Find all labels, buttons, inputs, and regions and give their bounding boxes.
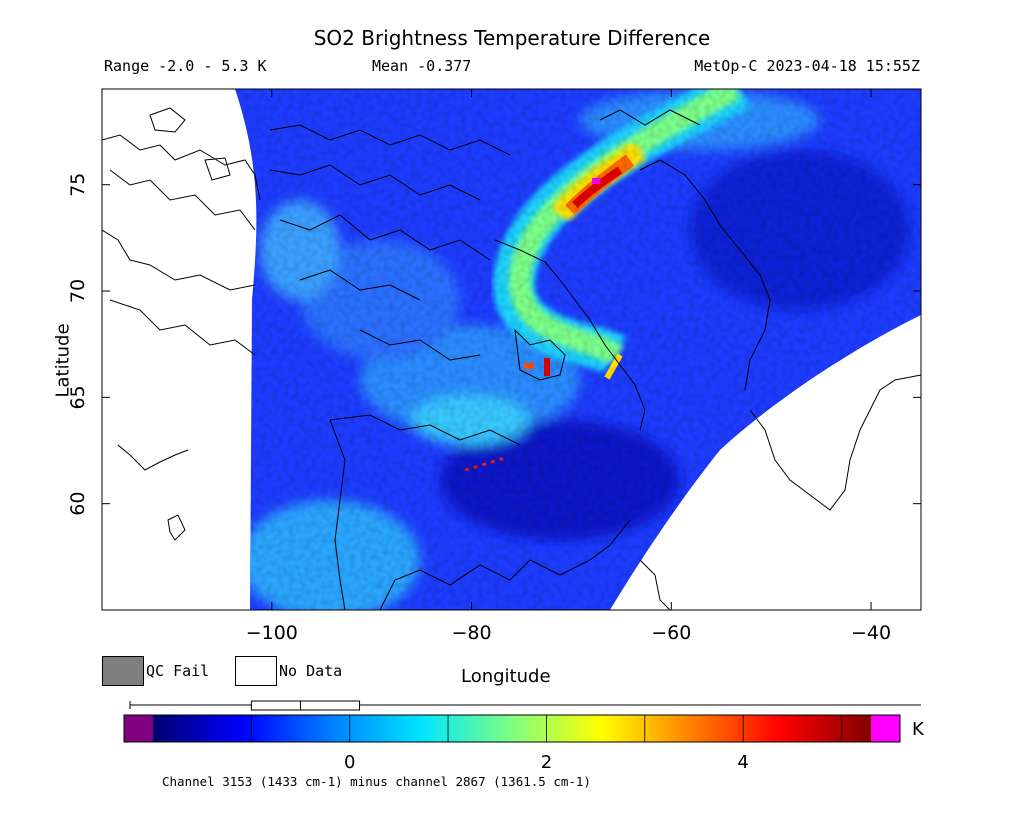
y-tick-label: 75 [67, 173, 89, 197]
colorbar: 0 2 4 [123, 700, 921, 773]
colorbar-under-swatch [124, 715, 153, 742]
colorbar-ticks: 0 2 4 [250, 715, 842, 773]
no-data-label: No Data [279, 662, 343, 680]
colorbar-gradient [153, 715, 871, 742]
data-swath [235, 89, 921, 610]
colorbar-frame [123, 714, 901, 743]
y-axis: 60 65 70 75 [67, 173, 921, 516]
coastlines [102, 107, 921, 610]
satellite-time-text: MetOp-C 2023-04-18 15:55Z [694, 57, 920, 75]
pixel-texture [235, 89, 921, 610]
map-area [102, 89, 921, 610]
chart-title: SO2 Brightness Temperature Difference [313, 26, 711, 50]
x-axis-label: Longitude [461, 666, 551, 687]
y-tick-label: 65 [67, 385, 89, 409]
colorbar-body [153, 715, 871, 742]
qc-fail-label: QC Fail [146, 662, 210, 680]
colorbar-tick-label: 0 [344, 752, 355, 773]
colorbar-over-swatch [871, 715, 900, 742]
qc-fail-swatch [102, 656, 144, 686]
colorbar-tick-label: 4 [737, 752, 748, 773]
mean-text: Mean -0.377 [372, 57, 472, 75]
x-tick-label: −80 [451, 622, 491, 644]
plot-frame [101, 88, 922, 611]
x-axis: −100 −80 −60 −40 [246, 89, 891, 644]
boxplot-box [250, 700, 361, 711]
x-tick-label: −100 [246, 622, 298, 644]
y-tick-label: 70 [67, 279, 89, 303]
colorbar-tick-label: 2 [541, 752, 552, 773]
x-tick-label: −60 [651, 622, 691, 644]
range-text: Range -2.0 - 5.3 K [104, 57, 267, 75]
x-tick-label: −40 [851, 622, 891, 644]
caption: Channel 3153 (1433 cm-1) minus channel 2… [162, 774, 591, 789]
colorbar-unit: K [912, 719, 924, 740]
y-axis-label: Latitude [52, 323, 74, 398]
y-tick-label: 60 [67, 492, 89, 516]
no-data-swatch [235, 656, 277, 686]
